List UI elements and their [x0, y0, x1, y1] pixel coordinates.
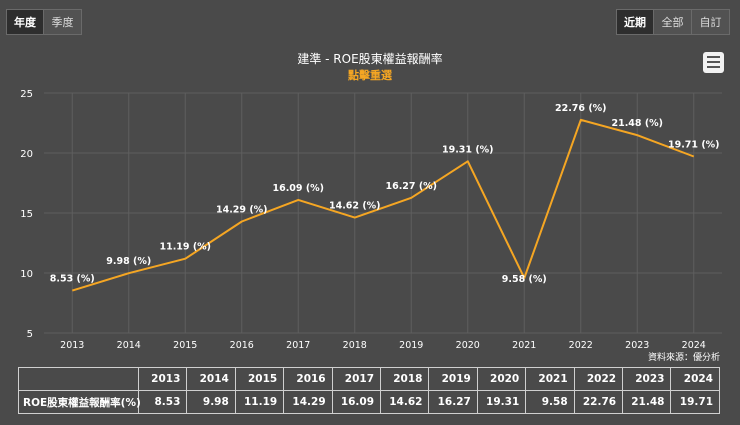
data-point[interactable] — [578, 117, 584, 123]
table-corner-cell — [18, 367, 139, 391]
data-point[interactable] — [69, 288, 75, 294]
table-value-cell: 9.58 — [525, 390, 575, 414]
x-tick-label: 2024 — [682, 340, 706, 351]
y-tick-label: 10 — [20, 269, 33, 280]
x-tick-label: 2016 — [230, 340, 254, 351]
source-note: 資料來源：優分析 — [648, 353, 721, 363]
data-point[interactable] — [126, 270, 132, 276]
data-point[interactable] — [408, 195, 414, 201]
table-year-cell: 2013 — [137, 367, 188, 391]
table-year-cell: 2018 — [380, 367, 430, 391]
table-value-cell: 19.71 — [670, 390, 720, 414]
table-year-cell: 2015 — [234, 367, 285, 391]
x-tick-label: 2022 — [569, 340, 593, 351]
y-tick-label: 15 — [20, 209, 33, 220]
data-label: 16.27 (%) — [385, 181, 437, 192]
table-value-cell: 14.29 — [283, 390, 333, 414]
x-tick-label: 2019 — [399, 340, 423, 351]
data-label: 9.98 (%) — [106, 256, 151, 267]
table-year-cell: 2016 — [283, 367, 333, 391]
y-tick-label: 5 — [27, 329, 33, 340]
table-header-row: 2013 2014 2015 2016 2017 2018 2019 2020 2021 2022… — [18, 367, 720, 391]
data-point[interactable] — [182, 256, 188, 262]
table-value-cell: 11.19 — [234, 390, 285, 414]
data-label: 19.71 (%) — [668, 139, 720, 150]
tab-quarterly[interactable]: 季度 — [44, 9, 82, 35]
data-label: 14.29 (%) — [216, 205, 268, 216]
table-value-cell: 19.31 — [476, 390, 527, 414]
table-year-cell: 2017 — [331, 367, 382, 391]
tab-all[interactable]: 全部 — [654, 9, 692, 35]
data-label: 14.62 (%) — [329, 201, 381, 212]
table-year-cell: 2019 — [428, 367, 478, 391]
chart-subtitle[interactable]: 點擊重選 — [347, 68, 392, 82]
data-point[interactable] — [691, 153, 697, 159]
data-label: 21.48 (%) — [611, 118, 663, 129]
table-row-label: ROE股東權益報酬率(%) — [18, 390, 141, 414]
hamburger-menu-icon[interactable] — [703, 52, 724, 73]
table-row: ROE股東權益報酬率(%) 8.53 9.98 11.19 14.29 16.09 14.… — [18, 390, 720, 414]
data-point[interactable] — [239, 219, 245, 225]
data-table: 2013 2014 2015 2016 2017 2018 2019 2020 2021 2022… — [18, 367, 720, 414]
table-value-cell: 16.27 — [428, 390, 478, 414]
table-value-cell: 16.09 — [331, 390, 382, 414]
data-point[interactable] — [295, 197, 301, 203]
period-toggle: 年度 季度 — [6, 9, 82, 35]
data-point[interactable] — [465, 158, 471, 164]
x-tick-label: 2017 — [286, 340, 310, 351]
x-tick-label: 2015 — [173, 340, 197, 351]
chart-title: 建準 - ROE股東權益報酬率 — [297, 51, 442, 66]
x-tick-label: 2013 — [60, 340, 84, 351]
tab-yearly[interactable]: 年度 — [6, 9, 44, 35]
table-value-cell: 21.48 — [622, 390, 672, 414]
data-label: 9.58 (%) — [502, 274, 547, 285]
table-year-cell: 2024 — [670, 367, 720, 391]
series-line — [72, 118, 695, 292]
y-tick-label: 20 — [20, 149, 33, 160]
table-year-cell: 2014 — [186, 367, 236, 391]
x-tick-label: 2020 — [456, 340, 480, 351]
data-label: 8.53 (%) — [50, 274, 95, 285]
table-year-cell: 2020 — [476, 367, 527, 391]
table-year-cell: 2022 — [573, 367, 624, 391]
data-point[interactable] — [634, 132, 640, 138]
x-tick-label: 2014 — [117, 340, 141, 351]
data-label: 22.76 (%) — [555, 103, 607, 114]
table-value-cell: 22.76 — [573, 390, 624, 414]
tab-custom[interactable]: 自訂 — [692, 9, 730, 35]
range-toggle: 近期 全部 自訂 — [616, 9, 730, 35]
table-value-cell: 9.98 — [186, 390, 236, 414]
table-value-cell: 8.53 — [137, 390, 188, 414]
data-label: 16.09 (%) — [272, 183, 324, 194]
table-year-cell: 2023 — [622, 367, 672, 391]
data-point[interactable] — [352, 215, 358, 221]
x-tick-label: 2021 — [512, 340, 536, 351]
data-label: 11.19 (%) — [159, 242, 211, 253]
y-tick-label: 25 — [20, 89, 33, 100]
x-tick-label: 2018 — [343, 340, 367, 351]
x-tick-label: 2023 — [625, 340, 649, 351]
tab-recent[interactable]: 近期 — [616, 9, 654, 35]
data-label: 19.31 (%) — [442, 144, 494, 155]
table-year-cell: 2021 — [525, 367, 575, 391]
table-value-cell: 14.62 — [380, 390, 430, 414]
